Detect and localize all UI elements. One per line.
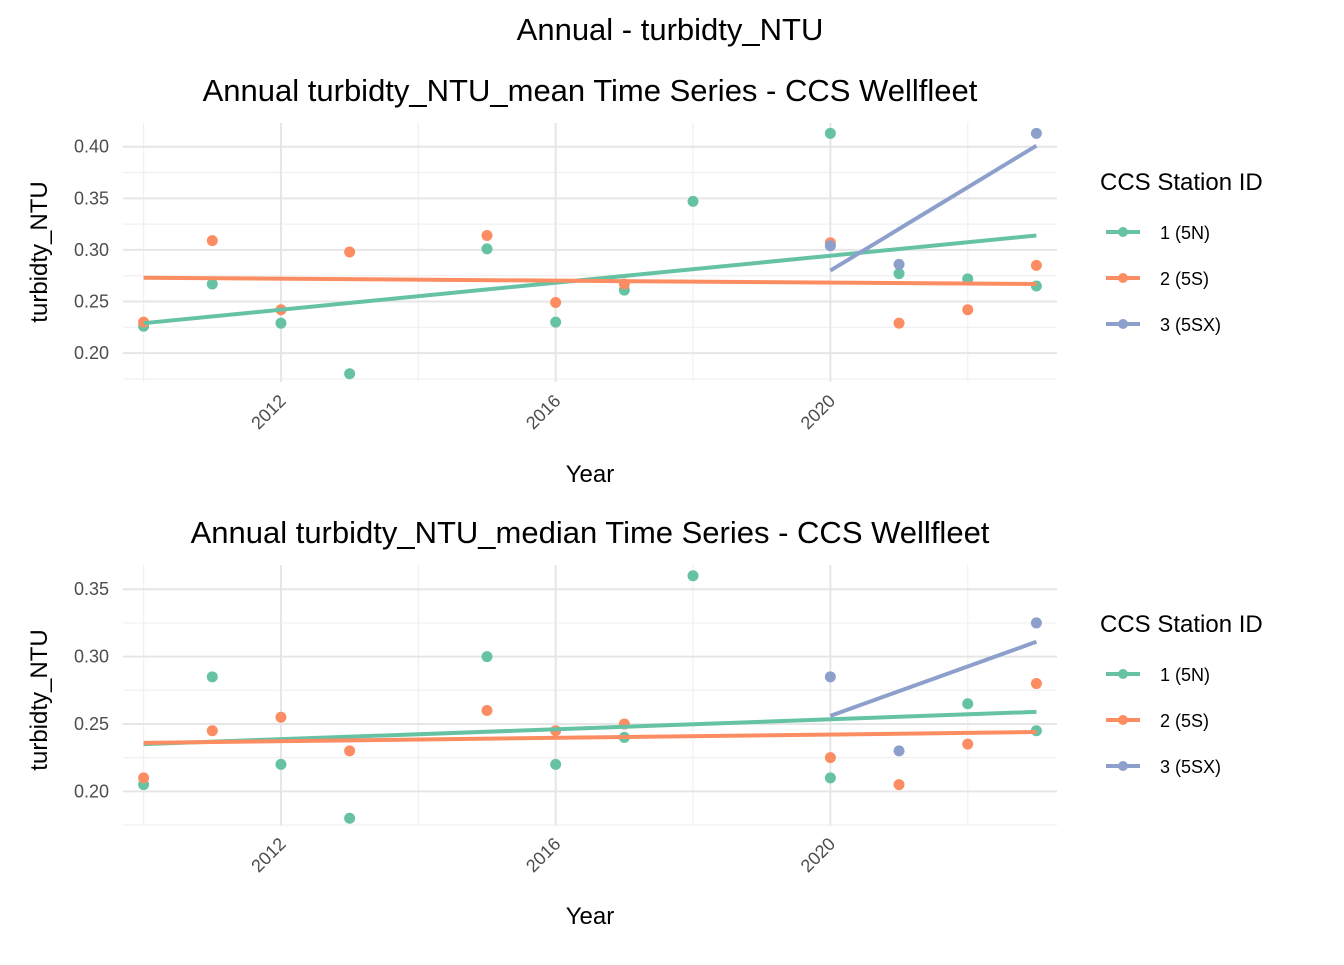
data-point-3-5sx [1030,617,1042,629]
data-point-1-5n [962,698,974,710]
trend-line-2-5s [143,275,1037,286]
legend-label: 1 (5N) [1160,665,1210,685]
legend-label: 3 (5SX) [1160,757,1221,777]
data-point-1-5n [550,758,562,770]
data-point-2-5s [550,297,562,309]
y-tick-label: 0.40 [74,137,109,157]
data-point-1-5n [344,368,356,380]
trend-line-3-5sx [829,143,1038,273]
figure-title: Annual - turbidty_NTU [517,12,824,47]
data-point-1-5n [481,651,493,663]
legend-title-mean: CCS Station ID [1100,169,1263,196]
data-point-2-5s [344,246,356,258]
legend-key-point [1118,761,1128,771]
data-point-1-5n [275,317,287,329]
y-tick-label: 0.25 [74,292,109,312]
plot-area-median: 0.20 0.25 0.30 0.35 2012 2016 2020 [74,565,1057,876]
panel-mean: Annual turbidty_NTU_mean Time Series - C… [26,73,1057,488]
legend-label: 2 (5S) [1160,269,1209,289]
data-point-2-5s [962,304,974,316]
y-tick-label: 0.30 [74,647,109,667]
data-point-1-5n [344,812,356,824]
y-tick-label: 0.30 [74,240,109,260]
trend-line-1-5n [143,709,1037,747]
data-point-2-5s [1030,259,1042,271]
legend-key-point [1118,227,1128,237]
data-point-1-5n [206,278,218,290]
legend-mean: CCS Station ID 1 (5N) 2 (5S) 3 (5SX) [1100,169,1263,335]
data-point-1-5n [206,671,218,683]
data-point-3-5sx [1030,127,1042,139]
y-tick-label: 0.35 [74,579,109,599]
legend-item-5s-mean: 2 (5S) [1106,269,1209,289]
x-tick-label: 2020 [797,391,839,433]
legend-label: 1 (5N) [1160,223,1210,243]
legend-median: CCS Station ID 1 (5N) 2 (5S) 3 (5SX) [1100,611,1263,777]
data-point-2-5s [206,725,218,737]
legend-item-5s-median: 2 (5S) [1106,711,1209,731]
y-axis-label-mean: turbidty_NTU [26,181,53,322]
panel-title-mean: Annual turbidty_NTU_mean Time Series - C… [203,73,978,108]
legend-title-median: CCS Station ID [1100,611,1263,638]
legend-item-5sx-mean: 3 (5SX) [1106,315,1221,335]
data-point-1-5n [275,758,287,770]
legend-item-5sx-median: 3 (5SX) [1106,757,1221,777]
y-tick-label: 0.20 [74,343,109,363]
data-point-2-5s [275,711,287,723]
data-point-1-5n [824,127,836,139]
y-tick-label: 0.25 [74,714,109,734]
data-point-2-5s [206,235,218,247]
data-point-2-5s [893,317,905,329]
data-point-2-5s [344,745,356,757]
y-tick-label: 0.35 [74,188,109,208]
y-tick-label: 0.20 [74,781,109,801]
trend-line-3-5sx [829,639,1038,718]
data-point-3-5sx [824,671,836,683]
x-tick-label: 2012 [247,391,289,433]
data-point-1-5n [687,195,699,207]
legend-key-point [1118,319,1128,329]
data-point-2-5s [824,752,836,764]
data-point-1-5n [824,772,836,784]
legend-key-point [1118,273,1128,283]
legend-key-point [1118,715,1128,725]
data-point-2-5s [481,704,493,716]
legend-item-5n-median: 1 (5N) [1106,665,1210,685]
legend-label: 3 (5SX) [1160,315,1221,335]
x-axis-label-mean: Year [566,461,615,488]
plot-area-mean: 0.20 0.25 0.30 0.35 0.40 2012 2016 2020 [74,123,1057,433]
data-point-2-5s [138,772,150,784]
panel-median: Annual turbidty_NTU_median Time Series -… [26,515,1057,930]
y-axis-label-median: turbidty_NTU [26,629,53,770]
data-point-2-5s [481,229,493,241]
data-point-1-5n [550,316,562,328]
panel-title-median: Annual turbidty_NTU_median Time Series -… [191,515,990,550]
legend-label: 2 (5S) [1160,711,1209,731]
x-tick-label: 2012 [247,834,289,876]
data-point-1-5n [481,243,493,255]
x-axis-label-median: Year [566,903,615,930]
legend-item-5n-mean: 1 (5N) [1106,223,1210,243]
x-tick-label: 2020 [797,834,839,876]
x-tick-label: 2016 [522,391,564,433]
data-point-2-5s [962,738,974,750]
legend-key-point [1118,669,1128,679]
x-tick-label: 2016 [522,834,564,876]
data-point-3-5sx [824,240,836,252]
trend-line-2-5s [143,730,1037,745]
data-point-1-5n [687,570,699,582]
data-point-2-5s [1030,678,1042,690]
data-point-3-5sx [893,258,905,270]
data-point-2-5s [893,779,905,791]
data-point-3-5sx [893,745,905,757]
data-point-1-5n [893,268,905,280]
